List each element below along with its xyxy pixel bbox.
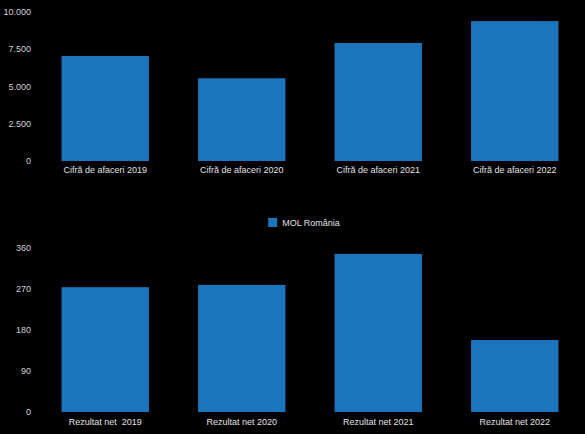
bars (62, 21, 559, 161)
y-tick-label: 5.000 (8, 82, 31, 92)
bar (335, 254, 422, 412)
y-tick-label: 7.500 (8, 44, 31, 54)
y-tick-label: 270 (16, 284, 31, 294)
legend: MOL România (268, 218, 340, 228)
x-tick-label: Rezultat net 2022 (479, 417, 550, 427)
x-tick-label: Cifră de afaceri 2020 (200, 165, 284, 175)
y-tick-label: 180 (16, 325, 31, 335)
bar (62, 56, 149, 161)
x-tick-label: Rezultat net 2019 (69, 417, 142, 427)
bar (198, 285, 285, 412)
chart-0: 0 2.500 5.000 7.500 10.000 Cifră de afaceri 2… (3, 7, 558, 228)
bar (471, 340, 558, 412)
bar (62, 287, 149, 412)
y-tick-label: 10.000 (3, 7, 31, 17)
bar (471, 21, 558, 161)
x-tick-label: Cifră de afaceri 2021 (336, 165, 420, 175)
x-tick-label: Cifră de afaceri 2019 (63, 165, 147, 175)
x-tick-label: Rezultat net 2020 (206, 417, 277, 427)
x-tick-label: Cifră de afaceri 2022 (473, 165, 557, 175)
chart-canvas: 0 2.500 5.000 7.500 10.000 Cifră de afaceri 2… (0, 0, 585, 434)
y-tick-label: 90 (21, 366, 31, 376)
x-tick-label: Rezultat net 2021 (343, 417, 414, 427)
y-tick-label: 0 (26, 156, 31, 166)
bars (62, 254, 559, 412)
chart-1: 0 90 180 270 360 Rezultat net 2019 Rezultat ne… (16, 243, 558, 427)
y-tick-label: 2.500 (8, 119, 31, 129)
y-tick-label: 360 (16, 243, 31, 253)
legend-swatch (268, 218, 277, 227)
legend-label: MOL România (282, 218, 340, 228)
y-tick-label: 0 (26, 407, 31, 417)
bar (335, 43, 422, 161)
bar (198, 78, 285, 161)
